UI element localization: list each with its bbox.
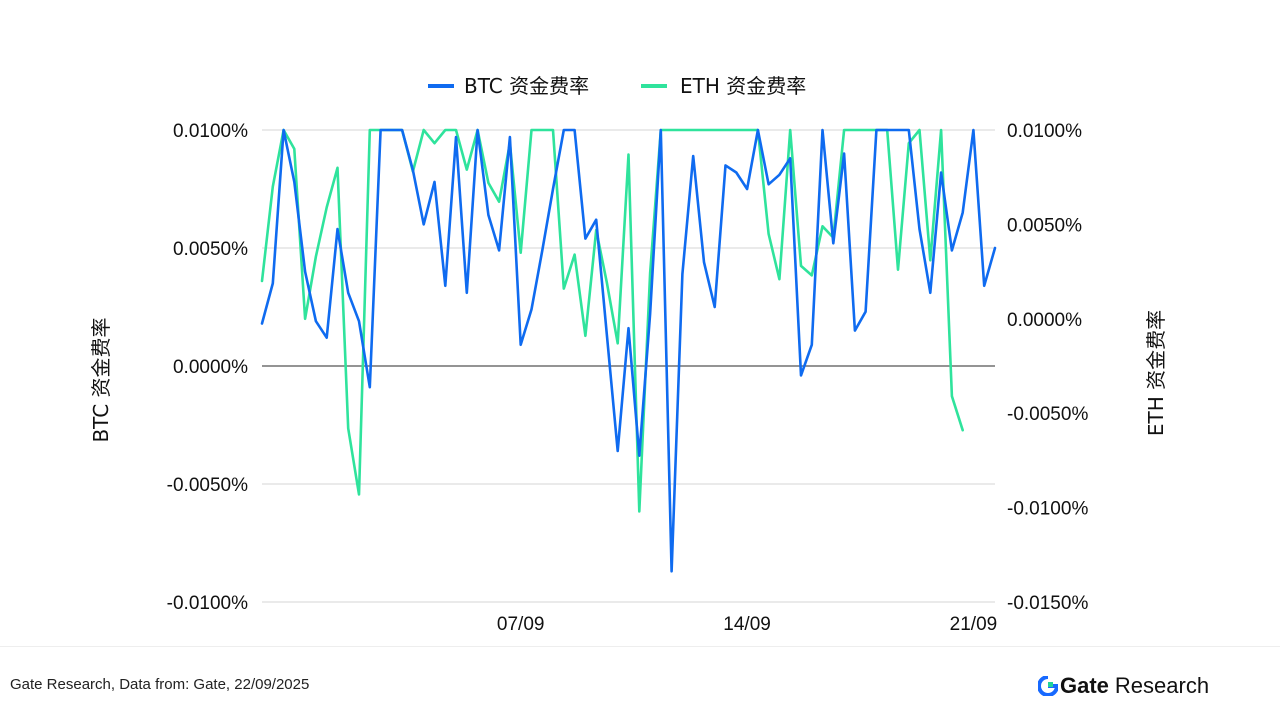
legend-label-btc: BTC 资金费率 <box>464 74 589 98</box>
x-axis-ticks: 07/09 14/09 21/09 <box>497 614 997 635</box>
x-tick-label: 21/09 <box>950 614 998 635</box>
logo-gate-text: Gate <box>1060 673 1109 698</box>
footer-source: Gate Research, Data from: Gate, 22/09/20… <box>10 676 310 693</box>
legend-label-eth: ETH 资金费率 <box>680 74 806 98</box>
left-tick-label: -0.0100% <box>167 593 248 614</box>
series-lines <box>260 128 997 573</box>
footer-divider <box>0 646 1280 647</box>
right-axis-title: ETH 资金费率 <box>1144 310 1168 436</box>
right-axis-ticks: 0.0100% 0.0050% 0.0000% -0.0050% -0.0100% -0.… <box>1007 121 1088 614</box>
legend: BTC 资金费率 ETH 资金费率 <box>428 74 806 98</box>
right-tick-label: 0.0050% <box>1007 215 1082 236</box>
left-axis-ticks: 0.0100% 0.0050% 0.0000% -0.0050% -0.0100% <box>167 121 248 614</box>
right-tick-label: -0.0150% <box>1007 593 1088 614</box>
right-tick-label: 0.0000% <box>1007 310 1082 331</box>
left-tick-label: 0.0100% <box>173 121 248 142</box>
right-tick-label: -0.0050% <box>1007 404 1088 425</box>
x-tick-label: 14/09 <box>723 614 771 635</box>
btc-series-line <box>260 128 997 573</box>
left-tick-label: 0.0000% <box>173 357 248 378</box>
left-tick-label: 0.0050% <box>173 239 248 260</box>
chart: 0.0100% 0.0050% 0.0000% -0.0050% -0.0100% 0.… <box>89 74 1168 635</box>
right-tick-label: -0.0100% <box>1007 499 1088 520</box>
gate-logo-icon <box>1038 676 1058 696</box>
x-tick-label: 07/09 <box>497 614 545 635</box>
eth-series-line <box>260 128 965 513</box>
left-tick-label: -0.0050% <box>167 475 248 496</box>
logo-research-text: Research <box>1114 673 1210 698</box>
gate-research-logo: Gate Research <box>1038 672 1209 700</box>
right-tick-label: 0.0100% <box>1007 121 1082 142</box>
left-axis-title: BTC 资金费率 <box>89 317 113 442</box>
